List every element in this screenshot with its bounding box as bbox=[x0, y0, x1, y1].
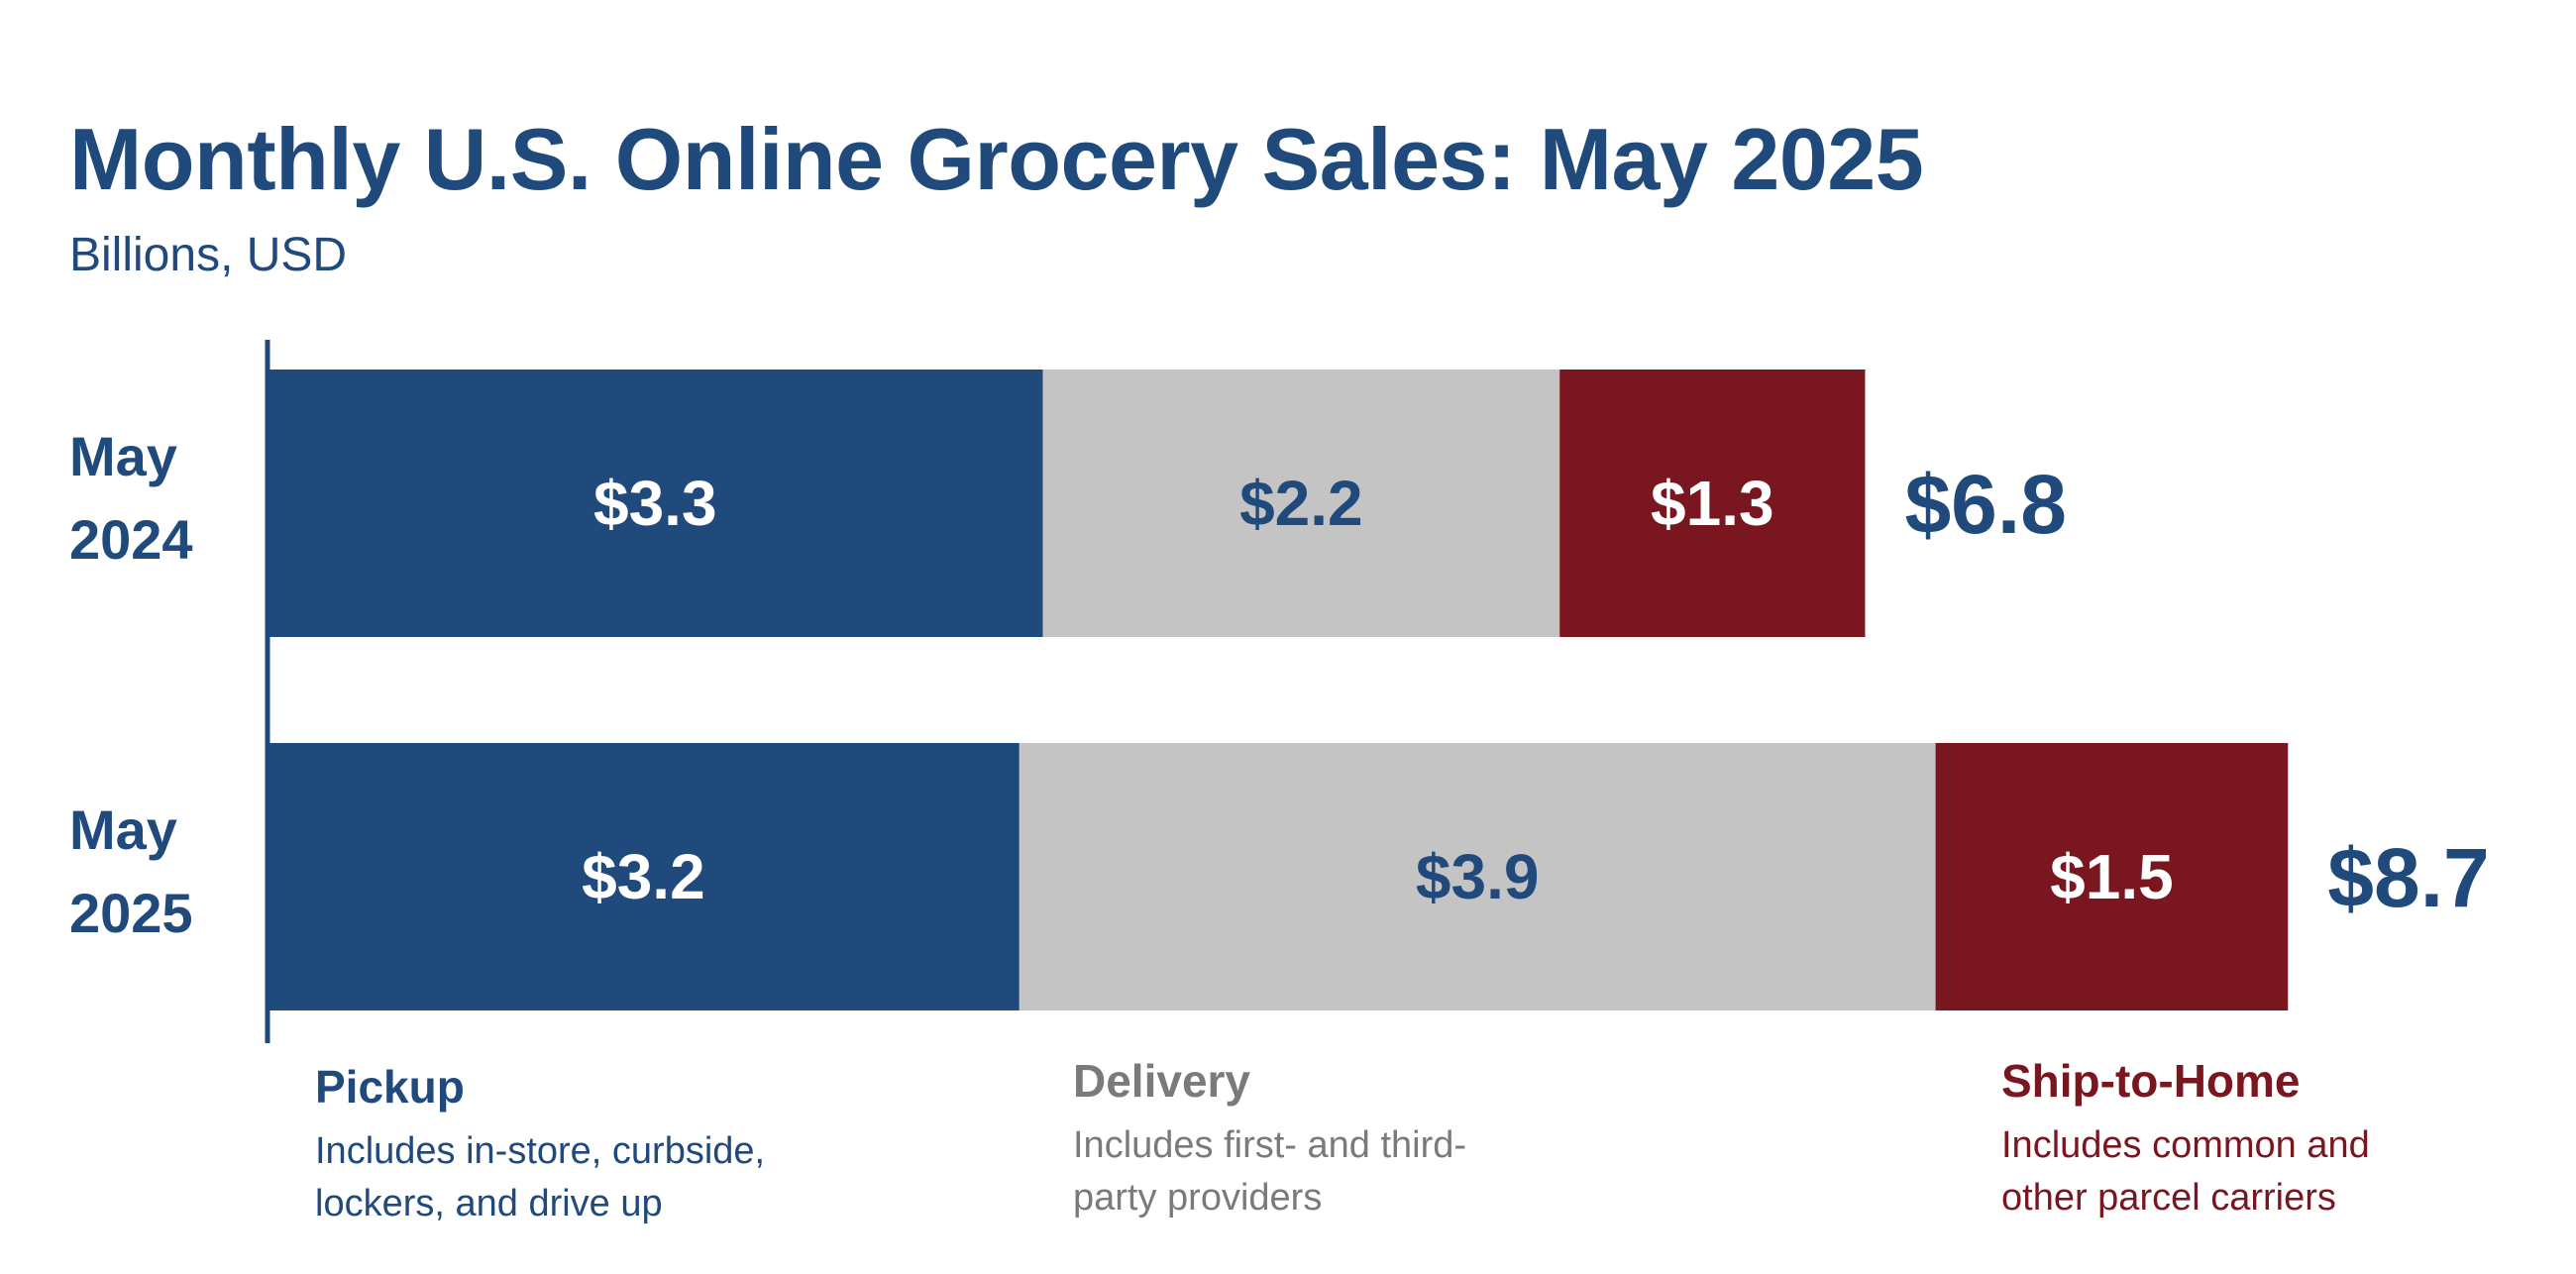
legend-delivery-title: Delivery bbox=[1073, 1055, 1251, 1107]
legend-delivery-desc-line1: Includes first- and third- bbox=[1073, 1124, 1467, 1166]
data-label-delivery-1: $3.9 bbox=[1416, 841, 1540, 912]
legend-pickup-desc-line1: Includes in-store, curbside, bbox=[315, 1130, 766, 1172]
bar-pickup-0 bbox=[268, 370, 1043, 637]
legend-delivery-desc-line2: party providers bbox=[1073, 1177, 1323, 1219]
legend-ship-to-home-title: Ship-to-Home bbox=[2001, 1055, 2301, 1107]
category-label-line2-1: 2025 bbox=[69, 882, 193, 944]
data-label-ship-to-home-1: $1.5 bbox=[2050, 841, 2174, 912]
total-label-0: $6.8 bbox=[1904, 458, 2067, 551]
bar-delivery-1 bbox=[1019, 743, 1936, 1010]
chart-subtitle: Billions, USD bbox=[69, 229, 348, 281]
data-label-delivery-0: $2.2 bbox=[1239, 468, 1363, 539]
data-label-ship-to-home-0: $1.3 bbox=[1651, 468, 1774, 539]
total-label-1: $8.7 bbox=[2327, 831, 2490, 924]
legend-pickup-title: Pickup bbox=[315, 1061, 465, 1113]
data-label-pickup-1: $3.2 bbox=[582, 841, 705, 912]
legend-ship-to-home-desc-line2: other parcel carriers bbox=[2001, 1177, 2336, 1219]
legend-pickup-desc-line2: lockers, and drive up bbox=[315, 1183, 663, 1224]
legend-delivery: Delivery Includes first- and third- part… bbox=[1073, 1054, 1588, 1224]
bar-pickup-1 bbox=[268, 743, 1020, 1010]
category-label-line1-0: May bbox=[69, 425, 177, 487]
legend-ship-to-home: Ship-to-Home Includes common and other p… bbox=[2001, 1054, 2517, 1224]
category-label-line1-1: May bbox=[69, 798, 177, 861]
chart-title: Monthly U.S. Online Grocery Sales: May 2… bbox=[69, 110, 1924, 208]
bar-ship-to-home-0 bbox=[1559, 370, 1866, 637]
bar-ship-to-home-1 bbox=[1935, 743, 2289, 1010]
data-label-pickup-0: $3.3 bbox=[593, 468, 717, 539]
bar-delivery-0 bbox=[1042, 370, 1560, 637]
legend-ship-to-home-desc-line1: Includes common and bbox=[2001, 1124, 2370, 1166]
category-label-line2-0: 2024 bbox=[69, 508, 193, 571]
legend-pickup: Pickup Includes in-store, curbside, lock… bbox=[315, 1060, 830, 1230]
